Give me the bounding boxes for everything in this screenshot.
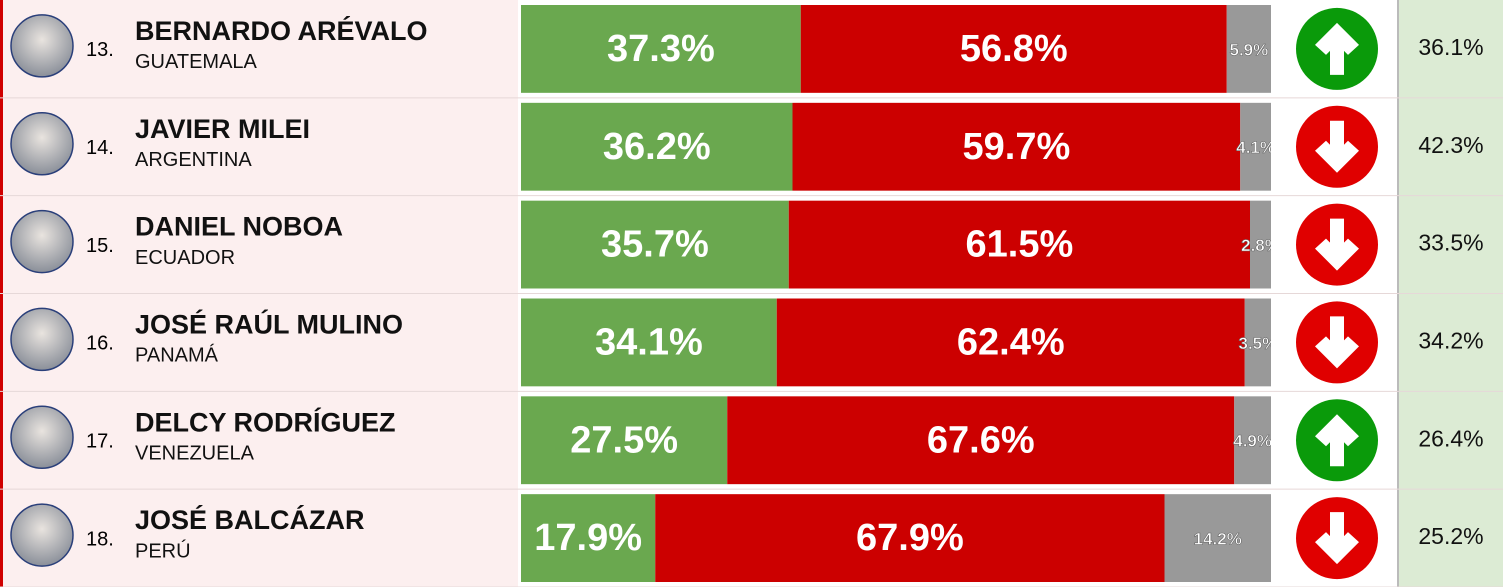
country: ARGENTINA — [135, 149, 252, 171]
rank: 14. — [86, 137, 114, 159]
previous-value: 33.5% — [1418, 230, 1483, 256]
avatar — [11, 113, 73, 175]
rank: 13. — [86, 39, 114, 61]
name: JAVIER MILEI — [135, 114, 310, 144]
disapprove-label: 59.7% — [963, 126, 1071, 168]
previous-value: 42.3% — [1418, 132, 1483, 158]
avatar — [11, 406, 73, 468]
avatar — [11, 308, 73, 370]
approve-label: 36.2% — [603, 126, 711, 168]
previous-value: 36.1% — [1418, 34, 1483, 60]
bar-group: 36.2% 59.7% 4.1% — [521, 103, 1275, 191]
bar-group: 17.9% 67.9% 14.2% — [521, 494, 1271, 582]
other-label: 14.2% — [1194, 530, 1242, 549]
previous-value: 34.2% — [1418, 327, 1483, 353]
other-label: 2.8% — [1241, 236, 1280, 255]
bar-group: 37.3% 56.8% 5.9% — [521, 5, 1271, 93]
name: JOSÉ RAÚL MULINO — [135, 309, 403, 340]
avatar — [11, 15, 73, 77]
disapprove-label: 67.9% — [856, 517, 964, 559]
avatar — [11, 211, 73, 273]
rank: 18. — [86, 528, 114, 550]
other-label: 4.9% — [1233, 432, 1272, 451]
disapprove-label: 67.6% — [927, 419, 1035, 461]
bar-group: 35.7% 61.5% 2.8% — [521, 201, 1280, 289]
disapprove-label: 56.8% — [960, 28, 1068, 70]
approval-table: 13. BERNARDO ARÉVALO GUATEMALA 37.3% 56.8% 5.… — [0, 0, 1503, 587]
disapprove-label: 61.5% — [966, 224, 1074, 266]
approve-label: 34.1% — [595, 321, 703, 363]
previous-value: 26.4% — [1418, 425, 1483, 451]
rank: 16. — [86, 333, 114, 355]
approve-label: 37.3% — [607, 28, 715, 70]
bar-group: 34.1% 62.4% 3.5% — [521, 299, 1277, 387]
name: JOSÉ BALCÁZAR — [135, 504, 365, 535]
approve-label: 35.7% — [601, 224, 709, 266]
other-label: 5.9% — [1230, 40, 1269, 59]
previous-value: 25.2% — [1418, 523, 1483, 549]
country: VENEZUELA — [135, 443, 255, 465]
name: BERNARDO ARÉVALO — [135, 15, 428, 46]
other-label: 4.1% — [1236, 138, 1275, 157]
avatar — [11, 504, 73, 566]
country: PANAMÁ — [135, 344, 219, 367]
country: ECUADOR — [135, 247, 235, 269]
rank: 17. — [86, 431, 114, 453]
country: GUATEMALA — [135, 51, 258, 73]
approve-label: 17.9% — [534, 517, 642, 559]
approve-label: 27.5% — [570, 419, 678, 461]
bar-group: 27.5% 67.6% 4.9% — [521, 396, 1272, 484]
other-label: 3.5% — [1239, 334, 1278, 353]
name: DELCY RODRÍGUEZ — [135, 406, 396, 437]
rank: 15. — [86, 235, 114, 257]
name: DANIEL NOBOA — [135, 212, 343, 242]
disapprove-label: 62.4% — [957, 321, 1065, 363]
country: PERÚ — [135, 539, 191, 562]
